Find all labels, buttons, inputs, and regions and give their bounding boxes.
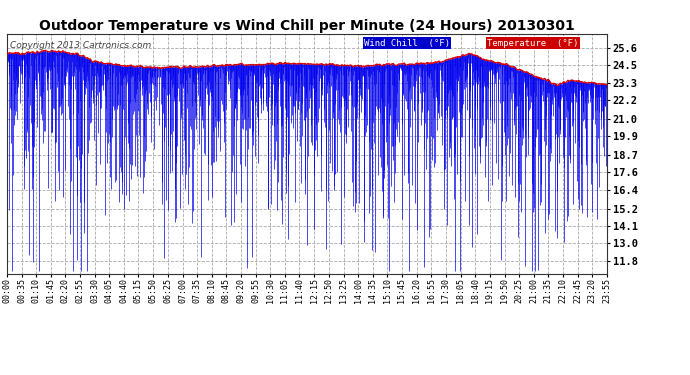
Title: Outdoor Temperature vs Wind Chill per Minute (24 Hours) 20130301: Outdoor Temperature vs Wind Chill per Mi… bbox=[39, 19, 575, 33]
Text: Temperature  (°F): Temperature (°F) bbox=[487, 39, 578, 48]
Text: Copyright 2013 Cartronics.com: Copyright 2013 Cartronics.com bbox=[10, 41, 151, 50]
Text: Wind Chill  (°F): Wind Chill (°F) bbox=[364, 39, 450, 48]
